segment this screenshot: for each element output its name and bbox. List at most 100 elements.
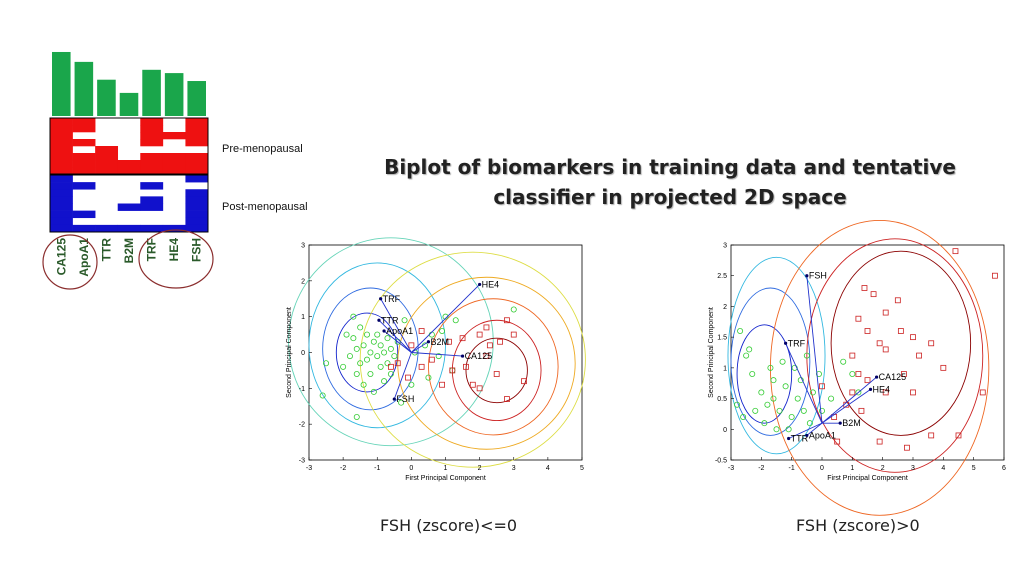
point-red xyxy=(876,340,883,347)
heatmap-pre-cell xyxy=(185,125,209,133)
point-green xyxy=(734,401,741,408)
point-red xyxy=(861,285,868,291)
point-red xyxy=(510,331,517,338)
point-red xyxy=(486,342,493,349)
heatmap-post-cell xyxy=(140,196,164,204)
point-red xyxy=(979,389,986,396)
loading-vector-ca125 xyxy=(411,352,463,357)
heatmap-post-cell xyxy=(50,182,73,190)
point-green xyxy=(776,407,783,414)
point-red xyxy=(894,297,901,304)
heatmap-post-cell xyxy=(185,203,209,211)
heatmap-pre-cell xyxy=(185,118,209,126)
point-green xyxy=(840,358,847,365)
heatmap-pre-cell xyxy=(50,139,73,147)
contour-line xyxy=(730,287,811,436)
contour-line xyxy=(769,219,990,516)
heatmap-post-cell xyxy=(50,217,73,226)
loading-point-fsh xyxy=(392,397,396,401)
contour-line xyxy=(451,319,542,422)
heatmap-post-cell xyxy=(95,224,119,233)
heatmap-post-cell xyxy=(50,210,73,219)
point-red xyxy=(446,338,452,345)
point-green xyxy=(360,342,367,349)
loading-point-trf xyxy=(379,297,383,301)
heatmap-post-cell xyxy=(72,210,96,219)
y-tick-label: 1 xyxy=(723,365,727,372)
loading-point-trf xyxy=(784,341,788,345)
y-tick-label: 3 xyxy=(723,243,727,250)
heatmap-post-border xyxy=(49,174,209,233)
point-green xyxy=(364,356,371,363)
point-green xyxy=(749,370,756,377)
point-red xyxy=(858,407,865,414)
loading-point-he4 xyxy=(478,282,482,287)
point-red xyxy=(469,381,476,388)
plot-area xyxy=(730,244,1005,461)
heatmap-pre-cell xyxy=(140,153,164,161)
x-tick-label: 2 xyxy=(478,465,482,472)
heatmap-post-cell xyxy=(50,196,73,204)
loading-vector-trf xyxy=(380,298,412,353)
point-green xyxy=(381,378,388,385)
point-green xyxy=(746,346,753,353)
x-tick-label: -1 xyxy=(789,465,795,472)
point-green xyxy=(819,407,826,414)
point-green xyxy=(364,331,371,338)
bar-b2m xyxy=(119,92,139,116)
point-red xyxy=(928,340,935,347)
heatmap-post-cell xyxy=(72,224,96,233)
heatmap-pre-cell xyxy=(140,167,164,175)
x-tick-label: 1 xyxy=(444,465,448,472)
point-green xyxy=(758,389,765,396)
point-red xyxy=(408,342,415,349)
contour-line xyxy=(465,337,528,404)
loading-point-fsh xyxy=(805,274,809,278)
loading-point-he4 xyxy=(868,387,873,391)
point-green xyxy=(384,360,391,367)
heatmap-post-cell xyxy=(72,182,96,190)
caption-fsh-high: FSH (zscore)>0 xyxy=(796,516,920,535)
y-tick-label: 3 xyxy=(301,243,305,250)
decision-contours xyxy=(727,219,990,516)
point-green xyxy=(761,420,768,427)
heatmap-pre-border xyxy=(49,117,209,175)
point-green xyxy=(782,383,789,390)
point-green xyxy=(800,407,807,414)
x-axis-label: First Principal Component xyxy=(405,475,486,482)
heatmap-pre-cell xyxy=(117,160,141,168)
y-axis-label: Second Principal Component xyxy=(708,307,715,398)
x-tick-label: 4 xyxy=(546,465,550,472)
biomarker-label-apoa1: ApoA1 xyxy=(77,238,91,277)
point-green xyxy=(785,426,792,433)
y-tick-label: -1 xyxy=(299,386,305,393)
point-red xyxy=(882,309,889,316)
loading-label-ttr: TTR xyxy=(791,434,809,444)
heatmap-post-cell xyxy=(185,217,209,226)
point-green xyxy=(855,389,862,396)
loading-point-ttr xyxy=(377,318,381,322)
x-tick-label: 3 xyxy=(911,465,915,472)
heatmap-pre-cell xyxy=(50,132,73,140)
x-tick-label: 1 xyxy=(850,465,854,472)
heatmap-pre-cell xyxy=(140,132,164,140)
point-red xyxy=(497,338,504,345)
x-tick-label: -3 xyxy=(306,465,312,472)
loading-vector-ttr xyxy=(378,319,412,353)
heatmap-pre-cell xyxy=(162,153,186,161)
point-green xyxy=(323,360,330,367)
loading-vector-trf xyxy=(785,343,823,424)
point-red xyxy=(876,438,883,445)
heatmap-post-cell xyxy=(140,182,164,190)
y-tick-label: -0.5 xyxy=(715,458,727,465)
point-red xyxy=(910,334,916,341)
point-green xyxy=(353,413,360,420)
point-red xyxy=(901,371,907,377)
point-green xyxy=(343,331,350,338)
x-tick-label: 0 xyxy=(409,465,413,472)
y-tick-label: -3 xyxy=(299,458,305,465)
point-green xyxy=(439,327,446,334)
loading-label-apoa1: ApoA1 xyxy=(809,430,836,440)
